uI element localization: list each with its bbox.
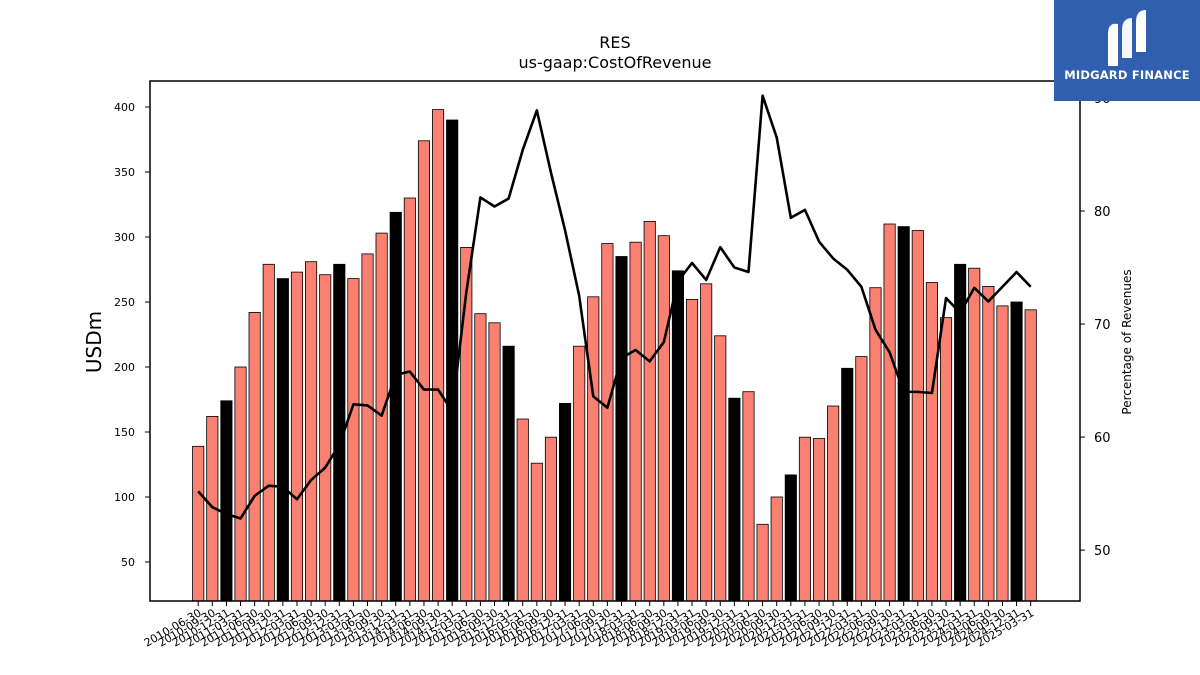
y-tick-labels: 50 100 150 200 250 300 350 400: [114, 101, 150, 569]
bar-2010-12-31: [220, 400, 233, 602]
bar-2020-12-31: [784, 474, 797, 602]
bar-2018-12-31: [671, 270, 684, 602]
bar-2021-12-31: [841, 367, 854, 602]
bar-2024-09-30: [996, 305, 1009, 602]
percentage-line: [197, 94, 1032, 520]
bar-2022-09-30: [883, 223, 896, 602]
bar-2024-06-30: [982, 285, 995, 602]
bar-2011-12-31: [276, 278, 289, 602]
bar-2011-06-30: [248, 311, 261, 602]
logo-text: MIDGARD FINANCE: [1064, 68, 1190, 82]
chart-title: RES: [599, 33, 630, 52]
bar-2020-03-31: [742, 391, 755, 602]
bar-2019-12-31: [728, 397, 741, 602]
bar-2015-09-30: [488, 322, 501, 602]
bar-2022-03-31: [855, 356, 868, 602]
line-series: [197, 94, 1032, 520]
y-tick-label-350: 350: [114, 166, 135, 179]
bar-2013-06-30: [361, 253, 374, 602]
bar-2022-12-31: [897, 226, 910, 602]
bar-2014-06-30: [417, 140, 431, 602]
bar-2025-03-31: [1024, 309, 1037, 602]
bar-2020-06-30: [756, 523, 769, 602]
bar-2021-09-30: [827, 405, 840, 602]
bar-2023-03-31: [911, 230, 924, 602]
bar-2018-09-30: [657, 235, 670, 602]
y2-tick-label-50: 50: [1094, 544, 1111, 559]
bar-2016-03-31: [516, 418, 529, 602]
chart-subtitle: us-gaap:CostOfRevenue: [518, 53, 711, 72]
bar-2023-09-30: [939, 317, 953, 602]
bar-2017-09-30: [601, 243, 614, 602]
bar-2017-12-31: [615, 256, 628, 602]
bar-2021-06-30: [812, 438, 826, 602]
y-tick-label-50: 50: [121, 556, 135, 569]
bar-2012-09-30: [319, 274, 332, 602]
y-tick-label-150: 150: [114, 426, 135, 439]
midgard-finance-logo: MIDGARD FINANCE: [1054, 0, 1200, 101]
y2-tick-label-60: 60: [1094, 431, 1111, 446]
bar-2019-09-30: [714, 335, 727, 602]
midgard-m-icon: [1108, 10, 1146, 66]
bar-2021-03-31: [798, 436, 811, 602]
bar-2024-03-31: [968, 267, 981, 602]
bar-2011-03-31: [234, 366, 247, 602]
bar-2016-06-30: [530, 462, 543, 602]
y-tick-label-400: 400: [114, 101, 135, 114]
bar-2016-09-30: [544, 436, 557, 602]
bar-2019-06-30: [700, 283, 713, 602]
bar-2011-09-30: [262, 263, 275, 602]
bar-2023-06-30: [925, 282, 938, 602]
y-tick-label-250: 250: [114, 296, 135, 309]
y2-axis-label: Percentage of Revenues: [1120, 269, 1134, 414]
bar-2018-03-31: [629, 241, 642, 602]
bar-2014-03-31: [403, 197, 416, 602]
y2-tick-label-80: 80: [1094, 205, 1111, 220]
y2-tick-labels: 5060708090: [1080, 92, 1111, 559]
bar-2018-06-30: [643, 220, 656, 602]
y-axis-label: USDm: [82, 311, 106, 373]
bar-2014-12-31: [446, 119, 459, 602]
y-tick-label-300: 300: [114, 231, 135, 244]
x-tick-labels: 2010-06-302010-09-302010-12-312011-03-31…: [142, 601, 1036, 650]
bar-2024-12-31: [1010, 301, 1023, 602]
bar-2013-09-30: [375, 232, 388, 602]
bar-series: [192, 109, 1037, 602]
y-tick-label-200: 200: [114, 361, 135, 374]
bar-2016-12-31: [559, 402, 572, 602]
bar-2017-03-31: [573, 345, 586, 602]
plot-frame: [149, 80, 1081, 602]
bar-2020-09-30: [770, 496, 783, 602]
y-tick-label-100: 100: [114, 491, 135, 504]
bar-2014-09-30: [432, 109, 445, 602]
bar-2013-03-31: [347, 278, 360, 602]
bar-2010-06-30: [192, 445, 205, 602]
bar-2012-06-30: [305, 261, 318, 602]
bar-2012-03-31: [290, 271, 304, 602]
bar-2017-06-30: [587, 296, 600, 602]
bar-2019-03-31: [686, 298, 699, 602]
bar-2015-06-30: [474, 313, 487, 602]
axes: [149, 80, 1081, 602]
y2-tick-label-70: 70: [1094, 318, 1111, 333]
bar-2015-12-31: [502, 345, 515, 602]
bar-2023-12-31: [954, 263, 967, 602]
bar-2013-12-31: [389, 211, 402, 602]
